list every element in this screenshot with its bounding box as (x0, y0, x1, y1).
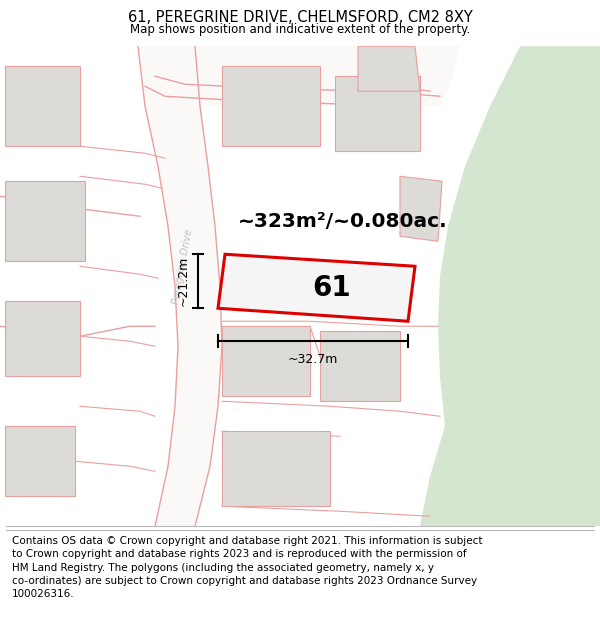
Polygon shape (335, 76, 420, 151)
Polygon shape (222, 66, 320, 146)
Polygon shape (5, 426, 75, 496)
Polygon shape (222, 326, 310, 396)
Polygon shape (358, 46, 420, 91)
Polygon shape (138, 46, 460, 106)
Polygon shape (5, 66, 80, 146)
Polygon shape (5, 301, 80, 376)
Text: 61, PEREGRINE DRIVE, CHELMSFORD, CM2 8XY: 61, PEREGRINE DRIVE, CHELMSFORD, CM2 8XY (128, 10, 472, 25)
Polygon shape (5, 181, 85, 261)
Text: Contains OS data © Crown copyright and database right 2021. This information is : Contains OS data © Crown copyright and d… (12, 536, 482, 599)
Text: Map shows position and indicative extent of the property.: Map shows position and indicative extent… (130, 23, 470, 36)
Polygon shape (222, 431, 330, 506)
Text: Peregrine Drive: Peregrine Drive (172, 228, 194, 304)
Polygon shape (370, 46, 460, 106)
Text: ~323m²/~0.080ac.: ~323m²/~0.080ac. (238, 212, 448, 231)
Polygon shape (320, 331, 400, 401)
Polygon shape (420, 46, 600, 526)
Text: ~21.2m: ~21.2m (177, 256, 190, 306)
Polygon shape (400, 176, 442, 241)
Text: 61: 61 (312, 274, 351, 301)
Polygon shape (218, 254, 415, 321)
Text: ~32.7m: ~32.7m (288, 353, 338, 366)
Polygon shape (138, 46, 222, 526)
